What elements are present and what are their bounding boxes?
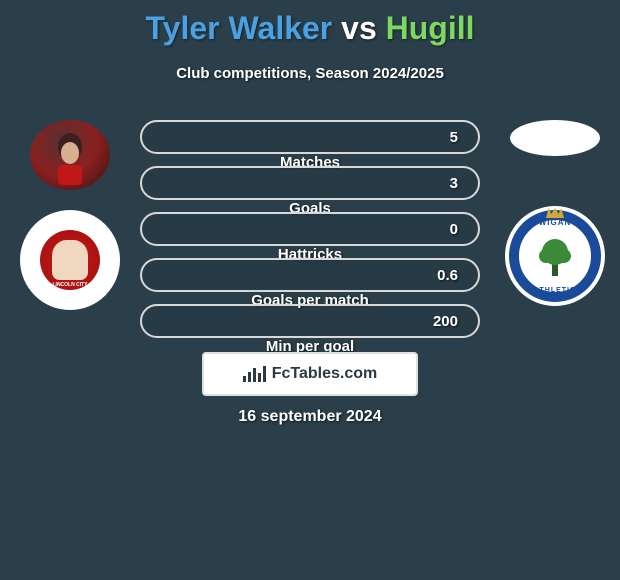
player2-name: Hugill bbox=[386, 10, 475, 46]
wigan-top-label: WIGAN bbox=[519, 218, 591, 227]
vs-text: vs bbox=[341, 10, 377, 46]
stat-row: 0 Hattricks bbox=[140, 212, 480, 246]
stat-row: 200 Min per goal bbox=[140, 304, 480, 338]
person-silhouette-icon bbox=[40, 125, 100, 185]
player1-column: LINCOLN CITY bbox=[10, 120, 130, 310]
player2-column: WIGAN ATHLETIC bbox=[495, 120, 615, 306]
brand-attribution[interactable]: FcTables.com bbox=[202, 352, 418, 396]
wigan-bottom-label: ATHLETIC bbox=[519, 287, 591, 294]
brand-text: FcTables.com bbox=[272, 365, 378, 383]
season-subtitle: Club competitions, Season 2024/2025 bbox=[0, 65, 620, 82]
stat-row: 3 Goals bbox=[140, 166, 480, 200]
stat-right-value: 0 bbox=[450, 221, 458, 238]
lincoln-crest-label: LINCOLN CITY bbox=[40, 282, 100, 288]
crown-icon bbox=[546, 208, 564, 218]
stat-right-value: 200 bbox=[433, 313, 458, 330]
tree-icon bbox=[536, 234, 574, 278]
comparison-title: Tyler Walker vs Hugill bbox=[0, 0, 620, 47]
bar-chart-icon bbox=[243, 366, 266, 382]
player2-club-crest: WIGAN ATHLETIC bbox=[505, 206, 605, 306]
player1-club-crest: LINCOLN CITY bbox=[20, 210, 120, 310]
player1-name: Tyler Walker bbox=[146, 10, 333, 46]
stat-row: 5 Matches bbox=[140, 120, 480, 154]
player2-avatar bbox=[510, 120, 600, 156]
player1-avatar bbox=[30, 120, 110, 190]
generation-date: 16 september 2024 bbox=[238, 408, 381, 426]
stat-right-value: 5 bbox=[450, 129, 458, 146]
stat-right-value: 0.6 bbox=[437, 267, 458, 284]
stats-container: 5 Matches 3 Goals 0 Hattricks 0.6 Goals … bbox=[140, 120, 480, 338]
stat-right-value: 3 bbox=[450, 175, 458, 192]
stat-row: 0.6 Goals per match bbox=[140, 258, 480, 292]
